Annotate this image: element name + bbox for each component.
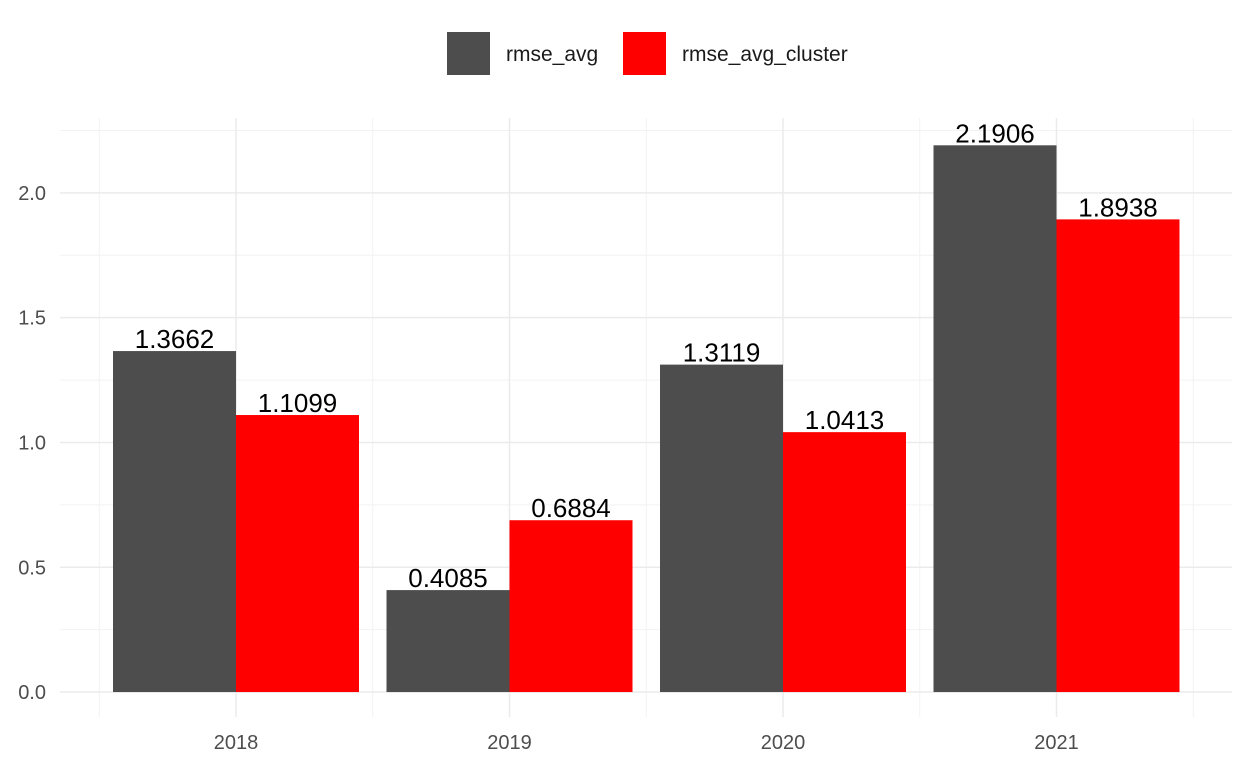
bar-rmse_avg-2018 bbox=[113, 351, 236, 693]
y-tick-label: 1.0 bbox=[18, 432, 46, 454]
x-tick-label: 2018 bbox=[214, 732, 259, 754]
value-label: 1.3119 bbox=[683, 338, 761, 368]
bar-rmse_avg-2020 bbox=[660, 364, 783, 693]
value-label: 1.8938 bbox=[1078, 192, 1158, 222]
legend-label: rmse_avg bbox=[506, 43, 598, 66]
bar-rmse_avg_cluster-2021 bbox=[1056, 219, 1180, 693]
value-label: 1.3662 bbox=[135, 324, 215, 354]
bars bbox=[113, 145, 1180, 693]
y-tick-label: 1.5 bbox=[18, 308, 46, 330]
y-tick-label: 0.5 bbox=[18, 557, 46, 579]
bar-rmse_avg-2019 bbox=[386, 590, 510, 693]
axis-labels: 0.0 0.5 1.0 1.5 2.0 2018 2019 2020 2021 bbox=[18, 183, 1079, 754]
x-tick-label: 2021 bbox=[1034, 732, 1079, 754]
legend-label: rmse_avg_cluster bbox=[682, 43, 848, 66]
value-label: 0.4085 bbox=[408, 563, 488, 593]
bar-rmse_avg_cluster-2019 bbox=[509, 520, 633, 693]
value-label: 1.1099 bbox=[258, 388, 338, 418]
value-label: 0.6884 bbox=[531, 493, 611, 523]
bar-rmse_avg-2021 bbox=[933, 145, 1057, 693]
value-labels: 1.3662 1.1099 0.4085 0.6884 1.3119 1.0413 2.19… bbox=[135, 118, 1158, 593]
value-label: 1.0413 bbox=[805, 405, 885, 435]
bar-rmse_avg_cluster-2020 bbox=[783, 432, 906, 693]
legend-item-rmse_avg: rmse_avg bbox=[447, 32, 598, 75]
legend-item-rmse_avg_cluster: rmse_avg_cluster bbox=[623, 32, 848, 75]
legend: rmse_avg rmse_avg_cluster bbox=[447, 32, 848, 75]
y-tick-label: 2.0 bbox=[18, 183, 46, 205]
legend-swatch bbox=[447, 32, 490, 75]
y-tick-label: 0.0 bbox=[18, 682, 46, 704]
value-label: 2.1906 bbox=[955, 118, 1035, 148]
bar-rmse_avg_cluster-2018 bbox=[236, 415, 359, 693]
x-tick-label: 2020 bbox=[761, 732, 806, 754]
legend-swatch bbox=[623, 32, 666, 75]
x-tick-label: 2019 bbox=[487, 732, 532, 754]
